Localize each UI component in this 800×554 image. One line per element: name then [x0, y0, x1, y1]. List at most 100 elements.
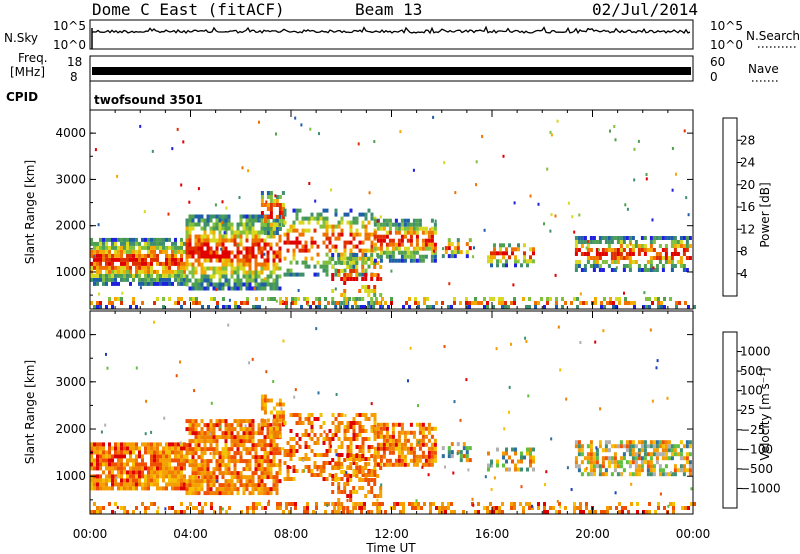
power-ylabel: Slant Range [km] [23, 160, 37, 264]
echo-cell [435, 506, 438, 510]
echo-cell [375, 502, 378, 506]
echo-cell [364, 494, 368, 498]
echo-cell [200, 234, 204, 239]
echo-cell [257, 479, 261, 484]
echo-cell [129, 478, 132, 483]
echo-cell [114, 245, 117, 250]
echo-cell [245, 278, 249, 283]
echo-cell [215, 254, 219, 259]
echo-cell [126, 474, 129, 479]
echo-cell [206, 479, 210, 484]
echo-cell [200, 431, 204, 436]
echo-cell [376, 277, 380, 281]
echo-cell [168, 253, 171, 258]
echo-cell [248, 427, 252, 432]
echo-cell [656, 359, 659, 363]
echo-cell [676, 468, 680, 473]
echo-cell [589, 240, 593, 244]
echo-cell [609, 129, 611, 133]
echo-cell [363, 506, 366, 510]
echo-cell [96, 301, 99, 305]
echo-cell [574, 244, 578, 248]
echo-cell [289, 477, 293, 481]
echo-cell [215, 222, 219, 227]
echo-cell [344, 414, 347, 417]
echo-cell [444, 250, 448, 255]
echo-cell [361, 473, 365, 477]
echo-cell [403, 430, 407, 435]
echo-cell [135, 249, 138, 254]
echo-cell [661, 268, 665, 272]
echo-cell [355, 228, 359, 233]
echo-cell [153, 470, 156, 475]
echo-cell [251, 443, 255, 448]
echo-cell [200, 214, 204, 219]
echo-cell [174, 470, 177, 475]
echo-cell [90, 277, 93, 282]
echo-cell [189, 502, 192, 506]
echo-cell [194, 238, 198, 243]
echo-cell [191, 254, 195, 259]
echo-cell [239, 435, 243, 440]
echo-cell [141, 269, 144, 274]
echo-cell [589, 472, 593, 477]
echo-cell [304, 248, 308, 253]
echo-cell [266, 274, 270, 279]
echo-cell [384, 510, 387, 514]
echo-cell [646, 452, 650, 457]
echo-cell [138, 253, 141, 258]
echo-cell [358, 413, 362, 417]
echo-cell [251, 431, 255, 436]
echo-cell [648, 297, 651, 301]
echo-cell [385, 234, 389, 239]
echo-cell [628, 448, 632, 453]
echo-cell [331, 228, 335, 233]
cpid-value: twofsound 3501 [94, 93, 203, 107]
echo-cell [406, 246, 410, 251]
echo-cell [263, 219, 267, 223]
echo-cell [379, 422, 383, 427]
echo-cell [502, 455, 505, 460]
echo-cell [397, 446, 401, 451]
echo-cell [598, 248, 600, 252]
echo-cell [490, 488, 493, 491]
echo-cell [270, 297, 273, 301]
echo-cell [574, 456, 578, 461]
echo-cell [266, 262, 270, 267]
echo-cell [120, 241, 123, 246]
echo-cell [610, 444, 614, 449]
echo-cell [403, 462, 407, 467]
echo-cell [171, 458, 174, 463]
echo-cell [221, 254, 225, 259]
echo-cell [447, 506, 450, 510]
echo-cell [424, 458, 428, 463]
echo-cell [589, 236, 593, 240]
echo-cell [209, 274, 213, 279]
echo-cell [325, 244, 329, 249]
echo-cell [168, 245, 171, 250]
echo-cell [248, 361, 251, 365]
echo-cell [218, 266, 222, 271]
echo-cell [294, 116, 297, 120]
echo-cell [269, 195, 273, 199]
echo-cell [325, 216, 329, 221]
echo-cell [248, 230, 252, 235]
echo-cell [197, 286, 201, 291]
echo-cell [600, 510, 603, 514]
echo-cell [310, 256, 314, 261]
echo-cell [108, 237, 111, 242]
echo-cell [409, 234, 413, 239]
echo-cell [123, 506, 126, 510]
echo-cell [496, 463, 499, 468]
echo-cell [379, 254, 383, 259]
echo-cell [361, 425, 365, 429]
echo-cell [516, 260, 519, 264]
echo-cell [129, 265, 132, 270]
echo-cell [215, 443, 219, 448]
echo-cell [391, 250, 395, 255]
echo-cell [117, 281, 120, 286]
echo-cell [292, 413, 296, 417]
echo-cell [239, 479, 243, 484]
colorbar-tick-label: −100 [740, 442, 773, 456]
